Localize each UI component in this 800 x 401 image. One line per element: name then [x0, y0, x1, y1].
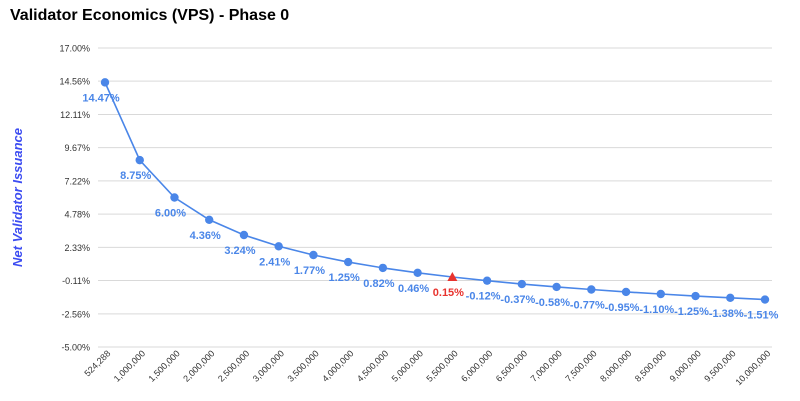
x-tick-label: 10,000,000: [733, 348, 772, 387]
data-label: -1.25%: [674, 306, 709, 318]
x-tick-label: 8,000,000: [598, 348, 633, 383]
data-label: 8.75%: [120, 170, 151, 182]
data-label: 1.25%: [329, 272, 360, 284]
x-tick-label: 1,000,000: [112, 348, 147, 383]
x-tick-label: 5,000,000: [390, 348, 425, 383]
y-tick-label: 17.00%: [59, 44, 90, 54]
data-point: [760, 295, 770, 304]
data-point: [378, 263, 388, 273]
data-point: [205, 215, 214, 224]
data-point: [170, 193, 179, 202]
data-label: -0.37%: [500, 294, 535, 306]
data-label: -0.58%: [535, 297, 570, 309]
data-point: [239, 230, 249, 240]
x-tick-label: 8,500,000: [633, 348, 668, 383]
x-tick-label: 2,500,000: [216, 348, 251, 383]
x-tick-label: 7,500,000: [563, 348, 598, 383]
y-tick-label: 12.11%: [60, 110, 90, 120]
x-tick-label: 5,500,000: [424, 348, 459, 383]
chart-title: Validator Economics (VPS) - Phase 0: [10, 7, 290, 24]
data-label: -1.10%: [639, 304, 674, 316]
data-point: [482, 276, 492, 285]
x-tick-label: 524,288: [82, 348, 112, 378]
y-axis-tick-labels: 17.00% 14.56% 12.11% 9.67% 7.22% 4.78% 2.33% -0…: [59, 44, 90, 353]
y-tick-label: 4.78%: [64, 210, 90, 220]
x-tick-label: 7,000,000: [529, 348, 564, 383]
data-point: [274, 242, 283, 251]
series-net-validator-issuance: [100, 78, 770, 304]
x-tick-label: 9,500,000: [702, 348, 737, 383]
data-point: [691, 291, 700, 301]
data-label: 4.36%: [190, 230, 221, 242]
x-tick-label: 3,000,000: [251, 348, 286, 383]
x-tick-label: 4,000,000: [320, 348, 355, 383]
data-labels: 14.47% 8.75% 6.00% 4.36%3.24% 2.41% 1.77% 1.25…: [82, 92, 778, 321]
data-point: [100, 78, 110, 87]
data-point: [135, 155, 144, 165]
x-tick-label: 4,500,000: [355, 348, 390, 383]
x-tick-label: 6,000,000: [459, 348, 494, 383]
y-tick-label: 14.56%: [59, 77, 90, 87]
data-label: 3.24%: [224, 245, 255, 257]
x-tick-label: 3,500,000: [285, 348, 320, 383]
highlight-point: [447, 272, 458, 282]
y-tick-label: -2.56%: [61, 309, 90, 319]
data-label: -0.95%: [605, 302, 640, 314]
data-point: [517, 279, 527, 289]
data-point: [587, 285, 596, 294]
y-tick-label: 2.33%: [64, 243, 90, 253]
data-label: 2.41%: [259, 256, 290, 268]
data-point: [343, 257, 353, 267]
x-axis-tick-labels: 524,288 1,000,000 1,500,000 2,000,000 2,500,…: [82, 348, 772, 387]
data-point: [726, 293, 735, 303]
data-point: [656, 289, 665, 299]
y-tick-label: 9.67%: [64, 143, 90, 153]
data-label: 6.00%: [155, 208, 186, 220]
y-tick-label: -0.11%: [62, 276, 90, 286]
gridlines: [98, 47, 772, 348]
data-point: [413, 268, 422, 277]
data-label: 0.46%: [398, 283, 429, 295]
data-point: [621, 287, 631, 297]
y-tick-label: 7.22%: [64, 176, 90, 186]
data-label: 1.77%: [294, 265, 325, 277]
x-tick-label: 1,500,000: [146, 348, 181, 383]
y-tick-label: -5.00%: [61, 343, 90, 353]
data-point: [309, 250, 318, 260]
series-line: [104, 82, 766, 301]
x-tick-label: 2,000,000: [181, 348, 216, 383]
data-label: 14.47%: [82, 92, 120, 104]
data-point: [552, 282, 561, 292]
data-label: -1.51%: [744, 310, 779, 322]
x-tick-label: 9,000,000: [668, 348, 703, 383]
data-label: -1.38%: [709, 308, 744, 320]
data-label: -0.12%: [466, 291, 501, 303]
data-label: 0.15%: [433, 287, 464, 299]
data-label: 0.82%: [363, 278, 394, 290]
x-tick-label: 6,500,000: [494, 348, 529, 383]
data-label: -0.77%: [570, 300, 605, 312]
y-axis-title: Net Validator Issuance: [10, 128, 25, 267]
